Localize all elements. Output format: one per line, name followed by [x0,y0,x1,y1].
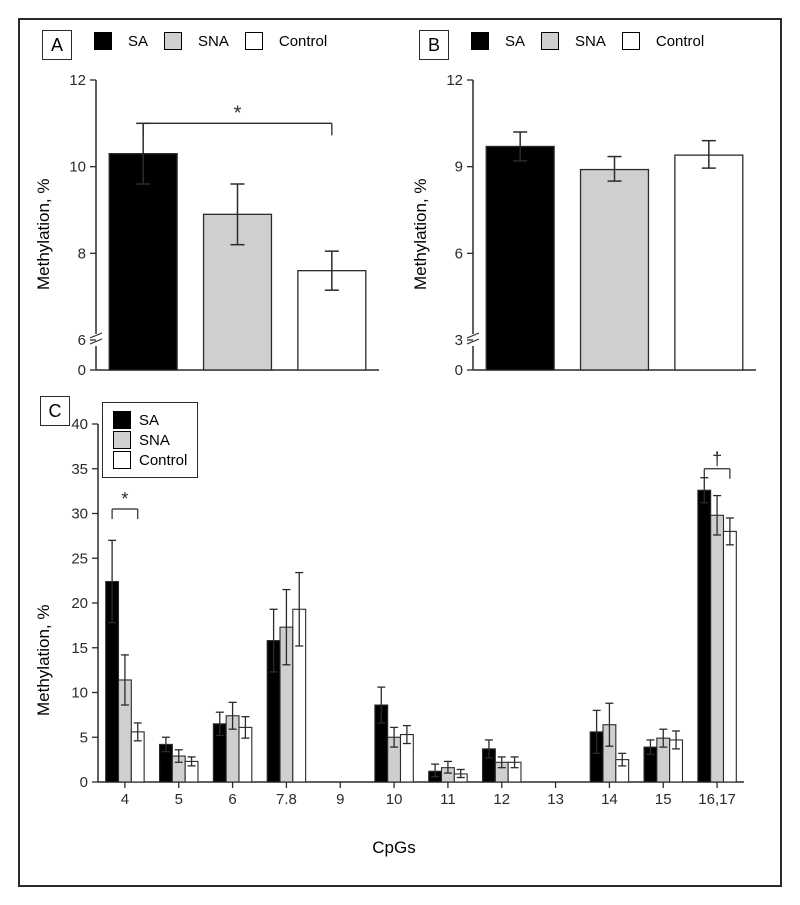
svg-text:12: 12 [446,72,463,89]
svg-text:11: 11 [440,791,456,808]
top-row: A SA SNA Control Methylation, % 0 6 8 10 12 *… [34,30,766,390]
legend-label-control: Control [656,33,704,50]
svg-text:0: 0 [455,362,463,379]
legend-a: SA SNA Control [94,32,327,50]
legend-label-control: Control [139,452,187,469]
legend-swatch-control [622,32,640,50]
svg-text:5: 5 [80,729,88,746]
svg-text:30: 30 [71,506,88,523]
legend-label-sa: SA [139,412,159,429]
svg-text:8: 8 [78,245,86,262]
svg-text:0: 0 [78,362,86,379]
svg-text:40: 40 [71,416,88,433]
legend-label-control: Control [279,33,327,50]
legend-label-sna: SNA [198,33,229,50]
svg-text:10: 10 [69,159,86,176]
legend-b: SA SNA Control [471,32,704,50]
chart-a: 0 6 8 10 12 * [34,30,389,390]
svg-text:*: * [234,102,242,124]
y-axis-title-b: Methylation, % [411,179,431,291]
svg-text:15: 15 [655,791,672,808]
legend-swatch-sna [541,32,559,50]
svg-text:7.8: 7.8 [276,791,297,808]
svg-text:10: 10 [386,791,403,808]
legend-swatch-control [113,451,131,469]
svg-text:25: 25 [71,550,88,567]
svg-text:12: 12 [69,72,86,89]
legend-swatch-sna [164,32,182,50]
legend-swatch-sa [94,32,112,50]
panel-label-c: C [40,396,70,426]
panel-a: A SA SNA Control Methylation, % 0 6 8 10 12 * [34,30,389,390]
svg-text:20: 20 [71,595,88,612]
svg-text:5: 5 [175,791,183,808]
legend-label-sa: SA [505,33,525,50]
panel-label-b: B [419,30,449,60]
svg-text:†: † [712,449,722,469]
svg-text:16,17: 16,17 [698,791,736,808]
legend-label-sna: SNA [139,432,170,449]
x-axis-title-c: CpGs [34,838,754,858]
y-axis-title-c: Methylation, % [34,605,54,717]
figure-container: A SA SNA Control Methylation, % 0 6 8 10 12 *… [0,0,800,905]
svg-text:10: 10 [71,685,88,702]
chart-b: 0 3 6 9 12 [411,30,766,390]
svg-text:*: * [121,489,128,509]
svg-text:6: 6 [228,791,236,808]
svg-text:35: 35 [71,461,88,478]
svg-text:12: 12 [493,791,510,808]
y-axis-title-a: Methylation, % [34,179,54,291]
figure-border: A SA SNA Control Methylation, % 0 6 8 10 12 *… [18,18,782,887]
legend-label-sa: SA [128,33,148,50]
legend-swatch-sa [471,32,489,50]
panel-b: B SA SNA Control Methylation, % 0 3 6 9 12 [411,30,766,390]
svg-text:9: 9 [455,159,463,176]
legend-swatch-sa [113,411,131,429]
legend-swatch-sna [113,431,131,449]
svg-text:13: 13 [547,791,564,808]
svg-text:6: 6 [78,332,86,349]
panel-label-a: A [42,30,72,60]
legend-label-sna: SNA [575,33,606,50]
svg-text:15: 15 [71,640,88,657]
legend-c: SA SNA Control [102,402,198,478]
svg-text:4: 4 [121,791,129,808]
svg-text:9: 9 [336,791,344,808]
svg-text:0: 0 [80,774,88,791]
legend-swatch-control [245,32,263,50]
svg-text:6: 6 [455,245,463,262]
svg-text:14: 14 [601,791,618,808]
panel-c: C SA SNA Control Methylation, % 0 5 10 15 20… [34,396,754,856]
svg-text:3: 3 [455,332,463,349]
